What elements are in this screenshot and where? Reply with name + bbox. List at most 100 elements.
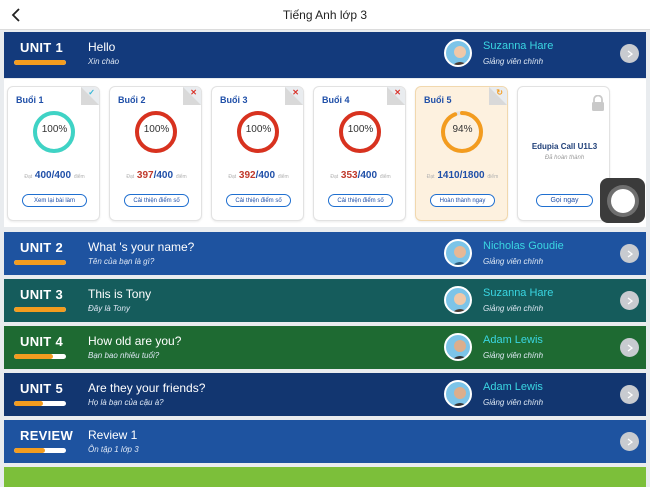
page-fold: [489, 87, 507, 105]
progress-ring: [135, 111, 177, 153]
next-section-row[interactable]: [4, 467, 646, 487]
call-now-button[interactable]: Gọi ngay: [536, 194, 593, 207]
chevron-right-icon: [627, 437, 633, 446]
teacher-name: Adam Lewis: [483, 334, 543, 346]
unit-progress-bar: [14, 401, 66, 406]
score-value: 1410: [437, 170, 460, 181]
expand-button[interactable]: [620, 338, 639, 357]
unit-progress-bar: [14, 354, 66, 359]
back-button[interactable]: [6, 4, 26, 26]
status-icon: ✕: [190, 88, 197, 97]
teacher-avatar: [444, 39, 472, 67]
teacher-role: Giảng viên chính: [483, 57, 544, 66]
lesson-action-button[interactable]: Cải thiện điểm số: [124, 194, 189, 207]
unit-progress-fill: [14, 448, 46, 453]
page-fold: [81, 87, 99, 105]
unit-progress-bar: [14, 448, 66, 453]
unit-progress-fill: [14, 60, 66, 65]
teacher-role: Giảng viên chính: [483, 351, 544, 360]
chevron-left-icon: [11, 8, 20, 22]
score-total: /400: [51, 170, 72, 181]
score-prefix: Đạt: [24, 174, 33, 180]
progress-ring: [33, 111, 75, 153]
unit-subtitle: Họ là bạn của cậu à?: [88, 398, 164, 407]
chevron-right-icon: [627, 390, 633, 399]
score-total: /1800: [459, 170, 485, 181]
teacher-role: Giảng viên chính: [483, 304, 544, 313]
unit-title: How old are you?: [88, 334, 182, 348]
lesson-card[interactable]: ✓ Buổi 1 100% Đạt 400/400 điểm Xem lại b…: [7, 86, 100, 221]
unit-row-1[interactable]: UNIT 1 Hello Xin chào Suzanna Hare Giảng…: [4, 32, 646, 78]
person-icon: [452, 246, 468, 265]
percent-label: 100%: [41, 124, 68, 135]
lesson-title: Buổi 2: [118, 95, 146, 105]
lock-icon: [592, 95, 604, 111]
expand-button[interactable]: [620, 291, 639, 310]
teacher-role: Giảng viên chính: [483, 398, 544, 407]
score-value: 392: [238, 170, 256, 181]
teacher-name: Adam Lewis: [483, 381, 543, 393]
expand-button[interactable]: [620, 432, 639, 451]
page-fold: [183, 87, 201, 105]
status-icon: ✓: [88, 88, 95, 97]
page-fold: [387, 87, 405, 105]
teacher-avatar: [444, 286, 472, 314]
review-row-1[interactable]: REVIEW Review 1 Ôn tập 1 lớp 3: [4, 420, 646, 463]
page-fold: [285, 87, 303, 105]
unit-row-2[interactable]: UNIT 2 What 's your name? Tên của bạn là…: [4, 232, 646, 275]
score-total: /400: [153, 170, 174, 181]
expand-button[interactable]: [620, 44, 639, 63]
teacher-name: Suzanna Hare: [483, 287, 554, 299]
edupia-call-card[interactable]: Edupia Call U1L3 Đã hoàn thành Gọi ngay: [517, 86, 610, 221]
unit-progress-fill: [14, 354, 53, 359]
unit-progress-bar: [14, 60, 66, 65]
unit-label: REVIEW: [20, 428, 74, 443]
teacher-avatar: [444, 380, 472, 408]
lesson-card[interactable]: ✕ Buổi 2 100% Đạt 397/400 điểm Cải thiện…: [109, 86, 202, 221]
unit-title: This is Tony: [88, 287, 152, 301]
teacher-role: Giảng viên chính: [483, 257, 544, 266]
percent-label: 94%: [452, 124, 473, 135]
score-row: Đạt 392/400 điểm: [212, 170, 303, 181]
progress-arc: [441, 111, 483, 153]
score-row: Đạt 353/400 điểm: [314, 170, 405, 181]
expand-button[interactable]: [620, 385, 639, 404]
lesson-card[interactable]: ✕ Buổi 3 100% Đạt 392/400 điểm Cải thiện…: [211, 86, 304, 221]
lesson-card[interactable]: ✕ Buổi 4 100% Đạt 353/400 điểm Cải thiện…: [313, 86, 406, 221]
progress-ring: [339, 111, 381, 153]
expand-button[interactable]: [620, 244, 639, 263]
top-bar: Tiếng Anh lớp 3: [0, 0, 650, 30]
refresh-icon: ↻: [496, 88, 503, 97]
lesson-title: Buổi 3: [220, 95, 248, 105]
lesson-title: Buổi 1: [16, 95, 44, 105]
unit-row-4[interactable]: UNIT 4 How old are you? Bạn bao nhiêu tu…: [4, 326, 646, 369]
assistive-touch-button[interactable]: [600, 178, 645, 223]
score-prefix: Đạt: [426, 174, 435, 180]
unit-title: Review 1: [88, 428, 138, 442]
percent-label: 100%: [245, 124, 272, 135]
lesson-card-active[interactable]: ↻ Buổi 5 94% Đạt 1410/1800 điểm Hoàn thà…: [415, 86, 508, 221]
unit-subtitle: Xin chào: [88, 57, 120, 66]
lesson-action-button[interactable]: Xem lại bài làm: [22, 194, 87, 207]
progress-arc: [339, 111, 381, 153]
teacher-name: Suzanna Hare: [483, 40, 554, 52]
score-suffix: điểm: [277, 174, 289, 180]
score-suffix: điểm: [487, 174, 499, 180]
chevron-right-icon: [627, 249, 633, 258]
unit-progress-fill: [14, 307, 66, 312]
unit-subtitle: Đây là Tony: [88, 304, 130, 313]
status-icon: ✕: [292, 88, 299, 97]
percent-label: 100%: [347, 124, 374, 135]
assistive-touch-icon: [610, 188, 635, 213]
unit-row-5[interactable]: UNIT 5 Are they your friends? Họ là bạn …: [4, 373, 646, 416]
lesson-action-button[interactable]: Cải thiện điểm số: [328, 194, 393, 207]
lesson-action-button[interactable]: Cải thiện điểm số: [226, 194, 291, 207]
progress-arc: [135, 111, 177, 153]
lesson-action-button[interactable]: Hoàn thành ngay: [430, 194, 495, 207]
score-suffix: điểm: [73, 174, 85, 180]
call-status: Đã hoàn thành: [544, 155, 585, 161]
unit-progress-fill: [14, 260, 66, 265]
unit-row-3[interactable]: UNIT 3 This is Tony Đây là Tony Suzanna …: [4, 279, 646, 322]
teacher-avatar: [444, 333, 472, 361]
teacher-avatar: [444, 239, 472, 267]
